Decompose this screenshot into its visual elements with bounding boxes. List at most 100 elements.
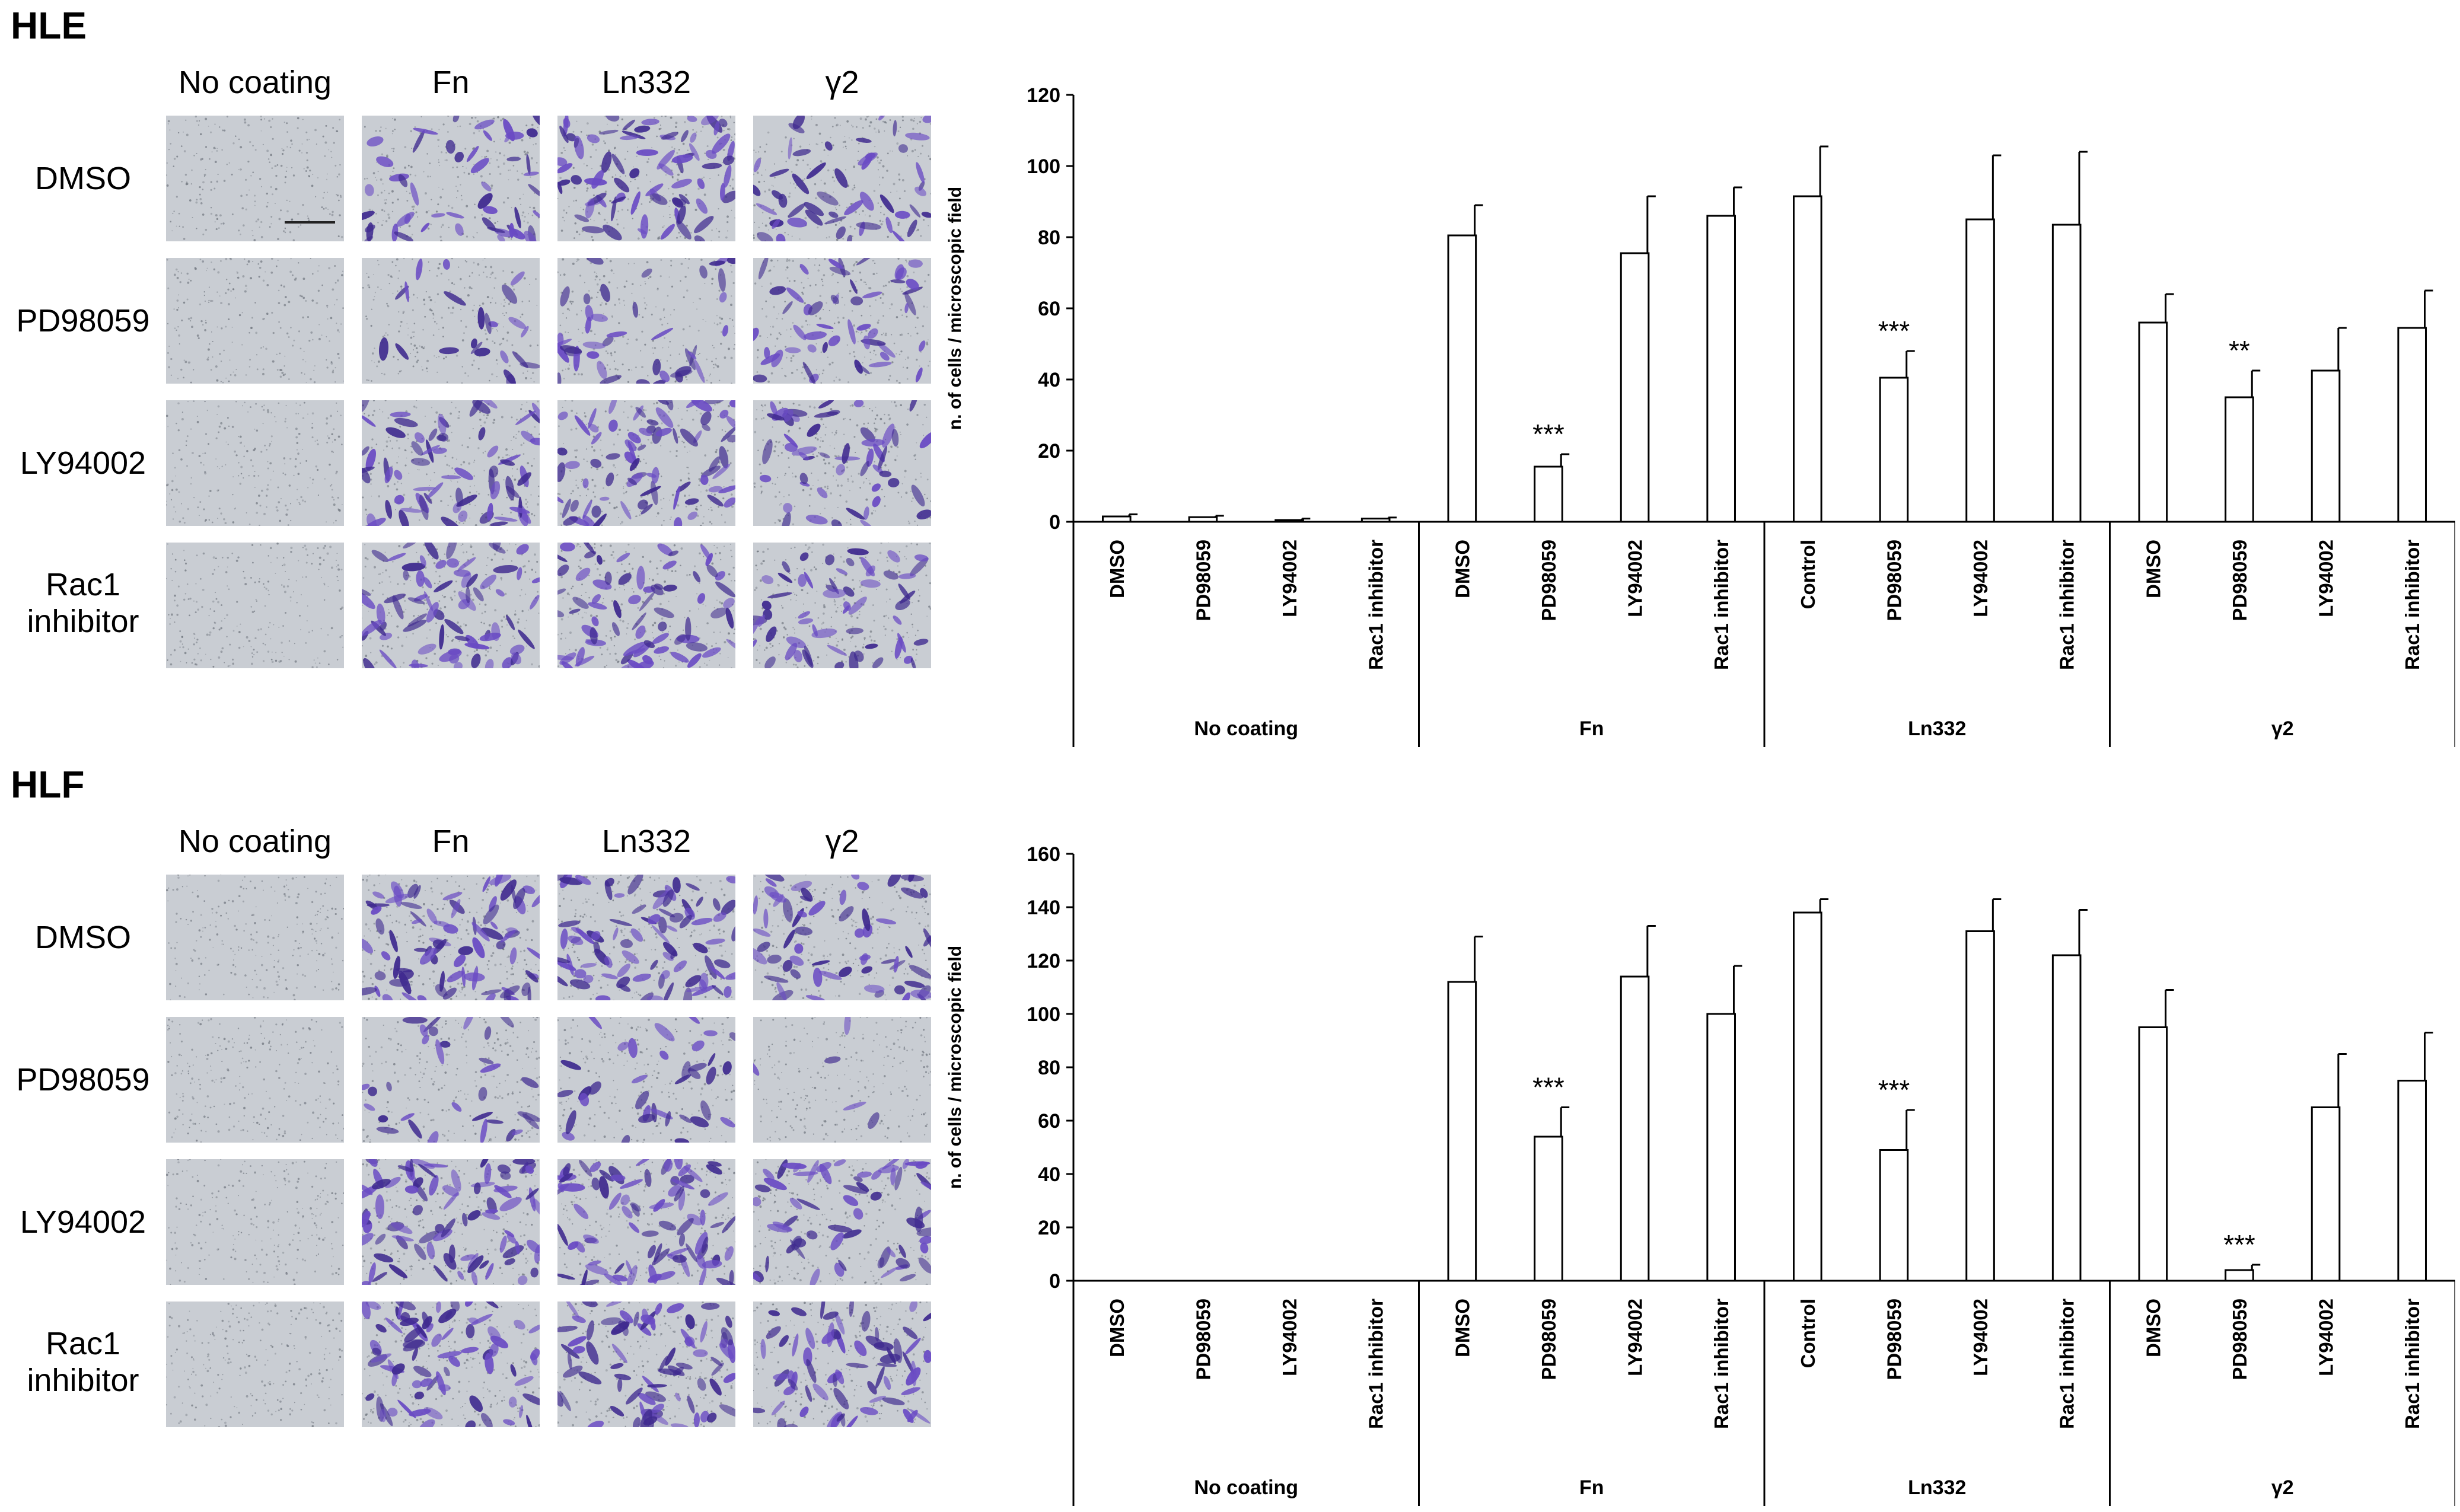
x-tick-label: DMSO: [2142, 1299, 2164, 1357]
bar: [1879, 1149, 1909, 1282]
x-tick-label: Rac1 inhibitor: [2056, 540, 2078, 670]
bar: [1706, 1013, 1736, 1282]
group-label: No coating: [1194, 717, 1298, 740]
x-tick-label: Control: [1797, 1299, 1819, 1368]
micrograph-tile: [362, 1159, 540, 1285]
bar: [2311, 1106, 2341, 1282]
column-header: Ln332: [601, 824, 692, 859]
micrograph-tile: [557, 258, 735, 384]
y-tick-label: 80: [1038, 1057, 1060, 1079]
bar: [1620, 975, 1650, 1282]
micrograph-tile: [362, 1017, 540, 1143]
micrograph-tile: [753, 1017, 931, 1143]
bar: [2051, 224, 2082, 523]
x-tick-label: DMSO: [1451, 1299, 1473, 1357]
y-tick-label: 80: [1038, 227, 1060, 249]
x-tick-label: LY94002: [1624, 1299, 1646, 1376]
y-tick-label: 20: [1038, 440, 1060, 462]
bar: [2225, 396, 2254, 523]
significance-label: ***: [1532, 1072, 1564, 1103]
y-axis-label: n. of cells / microscopic field: [945, 187, 965, 430]
group-label: Ln332: [1908, 1476, 1966, 1499]
bar: [2397, 327, 2427, 523]
y-tick-label: 120: [1027, 84, 1060, 107]
row-header: DMSO: [35, 161, 131, 196]
bar: [1793, 911, 1822, 1282]
y-tick-label: 0: [1049, 511, 1060, 534]
x-tick-label: Rac1 inhibitor: [1365, 540, 1387, 670]
x-tick-label: PD98059: [1883, 540, 1905, 621]
bar: [1879, 377, 1909, 523]
hle-panel: HLE No coating Fn Ln332 γ2 DMSO PD98059 …: [0, 0, 2460, 753]
row-header: PD98059: [16, 303, 150, 339]
micrograph-tile: [753, 1302, 931, 1427]
migration-bar-chart: n. of cells / microscopic field 0 20 40 60 80…: [945, 84, 2455, 747]
x-tick-label: PD98059: [1192, 540, 1214, 621]
micrograph-tile: [166, 543, 344, 668]
micrograph-tile: [362, 875, 540, 1000]
column-header: Fn: [432, 824, 470, 859]
x-tick-label: PD98059: [2229, 1299, 2251, 1380]
x-tick-label: LY94002: [1624, 540, 1646, 617]
x-tick-label: DMSO: [1106, 1299, 1128, 1357]
bar: [2311, 369, 2341, 523]
bar: [1188, 516, 1218, 523]
scale-bar: [285, 221, 335, 224]
column-header: Ln332: [601, 65, 692, 100]
micrograph-tile: [362, 543, 540, 668]
x-tick-label: DMSO: [1106, 540, 1128, 598]
micrograph-tile: [753, 543, 931, 668]
bar: [2397, 1080, 2427, 1282]
y-tick-label: 60: [1038, 1110, 1060, 1133]
bar: [2225, 1269, 2254, 1282]
column-header: γ2: [825, 65, 859, 100]
x-tick-label: LY94002: [1970, 540, 1991, 617]
y-tick-label: 40: [1038, 1163, 1060, 1186]
panel-label: HLF: [11, 763, 85, 806]
x-tick-label: Rac1 inhibitor: [1710, 540, 1732, 670]
bar: [2051, 954, 2082, 1282]
micrograph-tile: [557, 1159, 735, 1285]
x-tick-label: Rac1 inhibitor: [2056, 1299, 2078, 1429]
group-label: γ2: [2271, 1476, 2294, 1499]
x-tick-label: PD98059: [2229, 540, 2251, 621]
micrograph-tile: [557, 543, 735, 668]
bar: [1965, 218, 1995, 523]
group-label: Ln332: [1908, 717, 1966, 740]
micrograph-tile: [557, 875, 735, 1000]
micrograph-tile: [362, 258, 540, 384]
x-tick-label: PD98059: [1192, 1299, 1214, 1380]
y-tick-label: 60: [1038, 298, 1060, 320]
bar: [1447, 234, 1477, 523]
significance-label: ***: [1532, 419, 1564, 449]
micrograph-tile: [753, 258, 931, 384]
x-tick-label: Rac1 inhibitor: [2401, 540, 2423, 670]
x-tick-label: DMSO: [2142, 540, 2164, 598]
significance-label: ***: [2223, 1229, 2255, 1260]
micrograph-tile: [557, 1017, 735, 1143]
micrograph-tile: [362, 116, 540, 241]
significance-label: **: [2229, 335, 2250, 366]
x-tick-label: Rac1 inhibitor: [2401, 1299, 2423, 1429]
bar: [1965, 930, 1995, 1282]
bar: [1447, 981, 1477, 1282]
micrograph-tile: [166, 1159, 344, 1285]
y-tick-label: 100: [1027, 1003, 1060, 1026]
group-label: Fn: [1579, 717, 1604, 740]
migration-bar-chart: n. of cells / microscopic field 0 20 40 60 80…: [945, 843, 2455, 1506]
x-tick-label: PD98059: [1883, 1299, 1905, 1380]
x-tick-label: Control: [1797, 540, 1819, 609]
micrograph-tile: [753, 875, 931, 1000]
micrograph-tile: [557, 1302, 735, 1427]
hlf-panel: HLF No coating Fn Ln332 γ2 DMSO PD98059 …: [0, 759, 2460, 1512]
micrograph-tile: [166, 875, 344, 1000]
group-label: Fn: [1579, 1476, 1604, 1499]
y-tick-label: 140: [1027, 897, 1060, 919]
micrograph-tile: [362, 400, 540, 526]
bar: [1793, 195, 1822, 523]
x-tick-label: LY94002: [1279, 1299, 1301, 1376]
micrograph-tile: [753, 400, 931, 526]
micrograph-tile: [753, 1159, 931, 1285]
row-header: Rac1 inhibitor: [27, 1326, 139, 1398]
bar: [1620, 252, 1650, 523]
